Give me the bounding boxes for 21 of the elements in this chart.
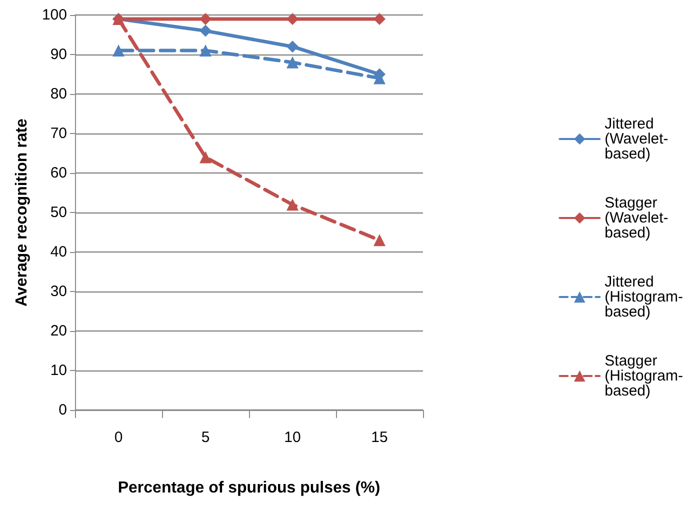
y-tick-label: 0 <box>58 402 67 418</box>
y-tick-label: 80 <box>50 86 67 102</box>
x-tick-label: 15 <box>371 429 388 446</box>
y-tick-label: 40 <box>50 244 67 260</box>
x-tick-label: 5 <box>201 429 210 446</box>
legend-label: Stagger (Histogram-based) <box>604 352 684 400</box>
y-tick-label: 70 <box>50 125 67 142</box>
y-tick-label: 100 <box>42 6 67 24</box>
y-tick-label: 20 <box>50 322 67 340</box>
legend-label: Jittered (Histogram-based) <box>604 274 684 320</box>
x-axis-title: Percentage of spurious pulses (%) <box>118 480 380 496</box>
y-tick-label: 60 <box>50 164 67 182</box>
x-tick-label: 0 <box>114 429 123 446</box>
y-tick-label: 30 <box>50 283 67 300</box>
y-axis-title: Average recognition rate <box>14 118 30 306</box>
y-tick-label: 50 <box>50 204 67 221</box>
y-tick-label: 90 <box>50 46 67 63</box>
legend-label: Stagger (Wavelet-based) <box>604 194 668 242</box>
legend-label: Jittered (Wavelet-based) <box>604 116 668 162</box>
y-tick-label: 10 <box>50 362 67 379</box>
x-tick-label: 10 <box>284 429 301 446</box>
